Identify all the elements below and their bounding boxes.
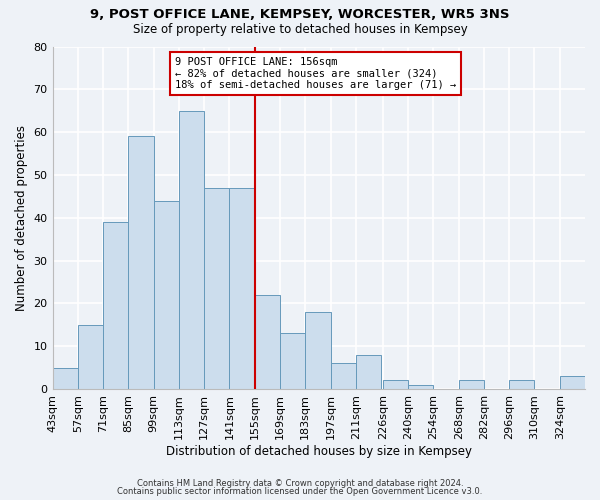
Bar bbox=[154, 200, 179, 389]
X-axis label: Distribution of detached houses by size in Kempsey: Distribution of detached houses by size … bbox=[166, 444, 472, 458]
Bar bbox=[408, 384, 433, 389]
Bar bbox=[560, 376, 585, 389]
Text: 9, POST OFFICE LANE, KEMPSEY, WORCESTER, WR5 3NS: 9, POST OFFICE LANE, KEMPSEY, WORCESTER,… bbox=[90, 8, 510, 20]
Bar bbox=[331, 364, 356, 389]
Bar bbox=[458, 380, 484, 389]
Bar bbox=[280, 334, 305, 389]
Text: 9 POST OFFICE LANE: 156sqm
← 82% of detached houses are smaller (324)
18% of sem: 9 POST OFFICE LANE: 156sqm ← 82% of deta… bbox=[175, 57, 456, 90]
Bar bbox=[179, 110, 204, 389]
Bar bbox=[356, 354, 381, 389]
Y-axis label: Number of detached properties: Number of detached properties bbox=[15, 124, 28, 310]
Bar bbox=[305, 312, 331, 389]
Text: Contains public sector information licensed under the Open Government Licence v3: Contains public sector information licen… bbox=[118, 487, 482, 496]
Text: Size of property relative to detached houses in Kempsey: Size of property relative to detached ho… bbox=[133, 22, 467, 36]
Bar bbox=[229, 188, 254, 389]
Bar bbox=[509, 380, 535, 389]
Bar bbox=[254, 295, 280, 389]
Text: Contains HM Land Registry data © Crown copyright and database right 2024.: Contains HM Land Registry data © Crown c… bbox=[137, 478, 463, 488]
Bar bbox=[103, 222, 128, 389]
Bar bbox=[78, 324, 103, 389]
Bar bbox=[128, 136, 154, 389]
Bar bbox=[383, 380, 408, 389]
Bar bbox=[53, 368, 78, 389]
Bar bbox=[204, 188, 229, 389]
